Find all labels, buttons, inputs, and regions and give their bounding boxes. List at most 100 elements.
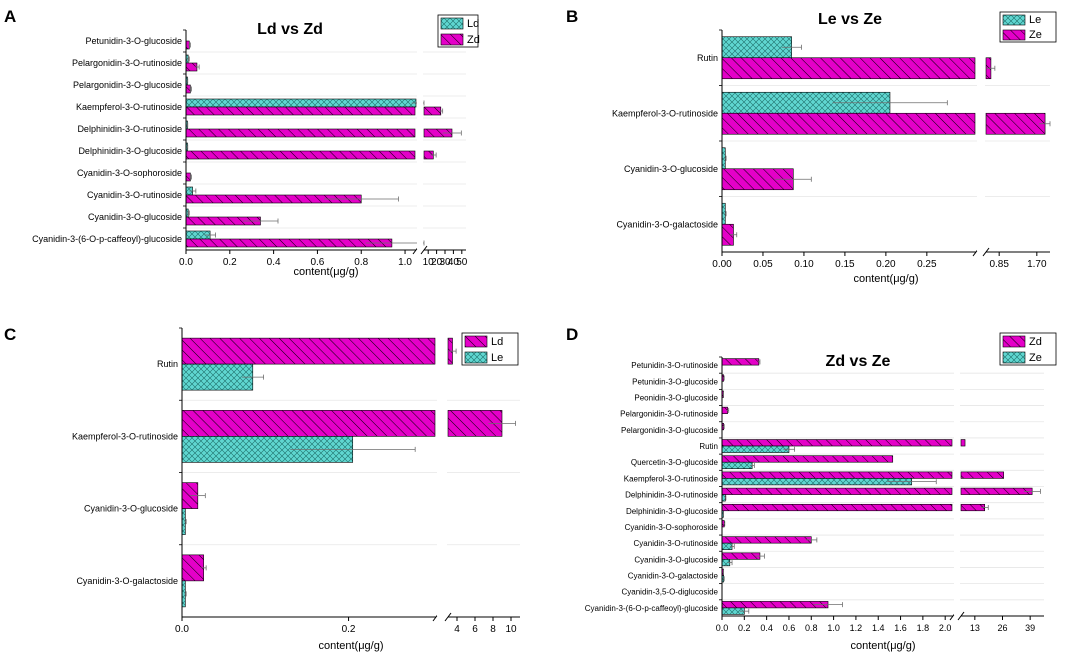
x-axis-label: content(μg/g) xyxy=(853,273,918,285)
category-label: Delphinidin-3-O-glucoside xyxy=(626,507,719,516)
x-tick-label: 0.0 xyxy=(179,257,193,268)
x-tick-label: 0.8 xyxy=(805,623,818,633)
x-axis-label: content(μg/g) xyxy=(850,640,915,652)
axis-break-mark xyxy=(982,247,990,257)
axis-break-mark xyxy=(444,612,452,622)
chart-title: Zd vs Ze xyxy=(826,353,891,370)
category-label: Cyanidin-3-O-galactoside xyxy=(628,572,719,581)
panel-letter: B xyxy=(566,7,578,26)
bar-Zd-0 xyxy=(721,601,829,609)
legend-swatch-Zd xyxy=(440,33,464,46)
category-label: Cyanidin-3-O-sophoroside xyxy=(77,168,182,178)
panel-letter: C xyxy=(4,325,16,344)
panel-letter: A xyxy=(4,7,16,26)
bar-Ze-9 xyxy=(721,461,753,470)
x-tick-label: 0.6 xyxy=(783,623,796,633)
x-tick-label: 1.4 xyxy=(872,623,885,633)
bar-Zd-9 xyxy=(721,455,894,463)
legend-swatch-Ld xyxy=(440,17,464,30)
x-tick-label: 50 xyxy=(456,257,468,268)
bar-Ze-2-high xyxy=(985,112,1046,135)
bar-Zd-8 xyxy=(721,471,953,479)
bar-Ze-3 xyxy=(721,57,976,80)
category-label: Cyanidin-3-O-galactoside xyxy=(616,219,718,229)
category-label: Delphinidin-3-O-rutinoside xyxy=(625,491,718,500)
x-tick-label: 0.4 xyxy=(760,623,773,633)
legend-label: Le xyxy=(491,352,503,364)
category-label: Kaempferol-3-O-rutinoside xyxy=(72,431,178,441)
panel-letter: D xyxy=(566,325,578,344)
x-tick-label: 40 xyxy=(448,257,460,268)
bar-Ld-0 xyxy=(181,554,204,582)
legend-label: Ze xyxy=(1029,352,1042,364)
bar-Zd-6-high xyxy=(423,106,442,116)
x-tick-label: 26 xyxy=(997,623,1007,633)
bar-Zd-10-high xyxy=(960,439,966,447)
chart-title: Le vs Ze xyxy=(818,11,882,28)
x-tick-label: 0.2 xyxy=(223,257,237,268)
category-label: Pelargonidin-3-O-glucoside xyxy=(621,426,718,435)
x-tick-label: 0.00 xyxy=(712,259,732,270)
x-tick-label: 1.0 xyxy=(827,623,840,633)
x-tick-label: 30 xyxy=(439,257,451,268)
x-tick-label: 0.85 xyxy=(989,259,1009,270)
legend-label: Ld xyxy=(467,18,479,30)
bar-Zd-10 xyxy=(721,439,953,447)
category-label: Petunidin-3-O-rutinoside xyxy=(631,361,718,370)
bar-Ze-8 xyxy=(721,478,913,486)
legend-label: Le xyxy=(1029,14,1041,26)
x-tick-label: 0.0 xyxy=(716,623,729,633)
category-label: Delphinidin-3-O-glucoside xyxy=(78,146,182,156)
x-tick-label: 0.25 xyxy=(917,259,937,270)
bar-Le-3 xyxy=(181,363,254,391)
x-tick-label: 10 xyxy=(505,624,517,635)
x-axis-label: content(μg/g) xyxy=(318,640,383,652)
axis-break-gap xyxy=(954,357,960,615)
legend-swatch-Le xyxy=(1002,14,1026,26)
category-label: Kaempferol-3-O-rutinoside xyxy=(624,474,719,483)
category-label: Cyanidin-3-(6-O-p-caffeoyl)-glucoside xyxy=(32,234,182,244)
x-tick-label: 1.6 xyxy=(894,623,907,633)
x-tick-label: 1.70 xyxy=(1027,259,1047,270)
category-label: Cyanidin-3-(6-O-p-caffeoyl)-glucoside xyxy=(585,604,719,613)
x-tick-label: 13 xyxy=(970,623,980,633)
axis-break-gap xyxy=(437,328,447,616)
category-label: Cyanidin-3-O-glucoside xyxy=(88,212,182,222)
bar-Zd-4 xyxy=(721,536,812,544)
category-label: Peonidin-3-O-glucoside xyxy=(634,393,718,402)
category-label: Kaempferol-3-O-rutinoside xyxy=(76,102,182,112)
panel-C: CLd vs LeCyanidin-3-O-galactosideCyanidi… xyxy=(4,325,520,652)
axis-break-mark xyxy=(420,245,428,255)
legend-label: Ld xyxy=(491,336,503,348)
legend-swatch-Ze xyxy=(1002,351,1026,364)
x-tick-label: 39 xyxy=(1025,623,1035,633)
bar-Zd-6 xyxy=(185,106,416,116)
bar-Ld-2 xyxy=(181,410,436,437)
category-label: Kaempferol-3-O-rutinoside xyxy=(612,108,718,118)
x-tick-label: 0.6 xyxy=(310,257,324,268)
axis-break-gap xyxy=(417,30,423,249)
panel-B: B Le vs Ze Cyanidin-3-O-galactoside Cyanidi… xyxy=(566,7,1057,285)
category-label: Rutin xyxy=(697,53,718,63)
category-label: Rutin xyxy=(157,359,178,369)
axis-break-gap xyxy=(977,30,985,251)
x-tick-label: 2.0 xyxy=(939,623,952,633)
bar-Zd-5 xyxy=(185,128,416,138)
bar-Ze-2 xyxy=(721,112,976,135)
category-label: Delphinidin-3-O-rutinoside xyxy=(77,124,182,134)
bar-Zd-3 xyxy=(721,552,761,560)
legend-label: Ze xyxy=(1029,29,1042,41)
category-label: Quercetin-3-O-glucoside xyxy=(631,458,719,467)
category-label: Cyanidin-3-O-rutinoside xyxy=(87,190,182,200)
category-label: Cyanidin-3-O-rutinoside xyxy=(634,539,719,548)
panel-D: D Zd vs Ze Cyanidin-3-(6-O-p-caffeoyl)-glu… xyxy=(566,325,1057,652)
category-label: Petunidin-3-O-glucoside xyxy=(85,36,182,46)
legend-swatch-Le xyxy=(464,351,488,364)
chart-title: Ld vs Zd xyxy=(257,21,323,38)
x-tick-label: 1.2 xyxy=(850,623,863,633)
panel-A: A Ld vs Zd Cyanidin-3-(6-O-p-caffeoyl)-glu… xyxy=(4,7,480,278)
x-tick-label: 20 xyxy=(431,257,443,268)
legend-swatch-Ld xyxy=(464,335,488,348)
category-label: Cyanidin-3-O-sophoroside xyxy=(625,523,719,532)
category-label: Cyanidin-3-O-glucoside xyxy=(84,504,178,514)
